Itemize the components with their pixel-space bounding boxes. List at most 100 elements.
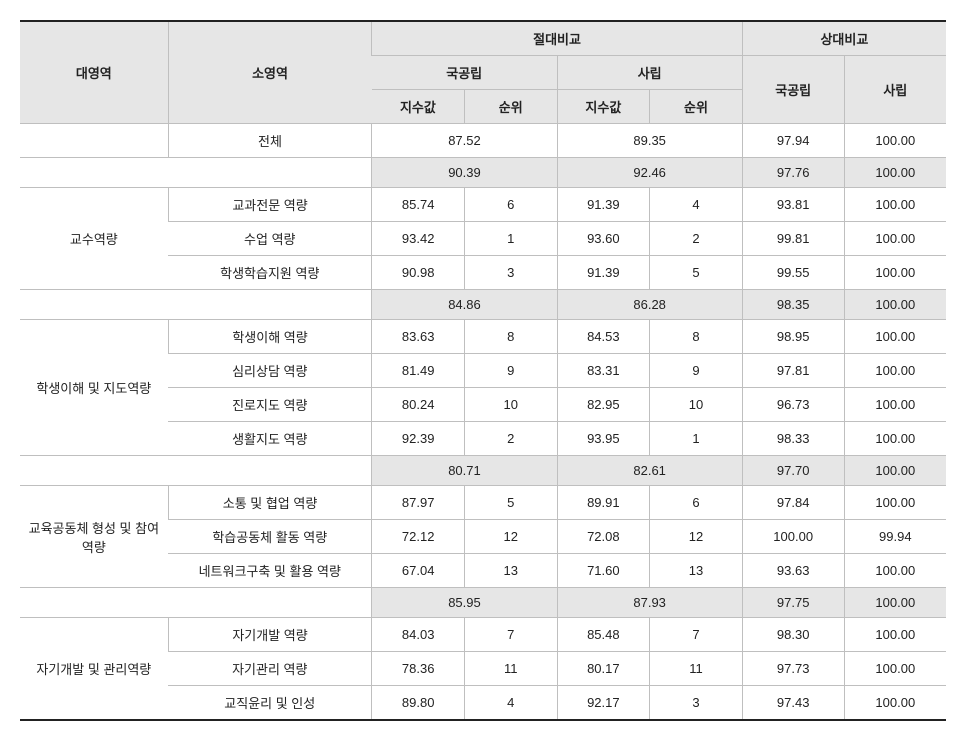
abs-private-index: 84.53 [557, 320, 650, 354]
section-summary-rel-private: 100.00 [844, 588, 946, 618]
rel-private: 99.94 [844, 520, 946, 554]
abs-public-rank: 13 [464, 554, 557, 588]
sub-area-cell: 심리상담 역량 [168, 354, 372, 388]
abs-private-rank: 3 [650, 686, 743, 721]
sub-area-cell: 진로지도 역량 [168, 388, 372, 422]
major-area-cell: 학생이해 및 지도역량 [20, 320, 168, 456]
sub-area-cell: 생활지도 역량 [168, 422, 372, 456]
abs-private-index: 91.39 [557, 256, 650, 290]
abs-private-rank: 6 [650, 486, 743, 520]
abs-private-rank: 7 [650, 618, 743, 652]
abs-private-index: 92.17 [557, 686, 650, 721]
section-summary-abs-public: 85.95 [372, 588, 557, 618]
abs-public-rank: 5 [464, 486, 557, 520]
rel-public: 96.73 [742, 388, 844, 422]
sub-area-cell: 자기관리 역량 [168, 652, 372, 686]
abs-public-rank: 2 [464, 422, 557, 456]
abs-private-index: 71.60 [557, 554, 650, 588]
table-row: 자기개발 및 관리역량자기개발 역량84.03785.48798.30100.0… [20, 618, 946, 652]
abs-private-rank: 12 [650, 520, 743, 554]
section-summary-abs-private: 92.46 [557, 158, 742, 188]
rel-private: 100.00 [844, 320, 946, 354]
abs-public-index: 92.39 [372, 422, 465, 456]
overall-abs-private: 89.35 [557, 124, 742, 158]
section-summary-row: 85.9587.9397.75100.00 [20, 588, 946, 618]
rel-private: 100.00 [844, 222, 946, 256]
abs-private-rank: 9 [650, 354, 743, 388]
header-abs-private-rank: 순위 [650, 90, 743, 124]
section-summary-rel-private: 100.00 [844, 158, 946, 188]
section-summary-abs-private: 87.93 [557, 588, 742, 618]
abs-private-index: 80.17 [557, 652, 650, 686]
overall-label: 전체 [168, 124, 372, 158]
sub-area-cell: 수업 역량 [168, 222, 372, 256]
abs-public-index: 87.97 [372, 486, 465, 520]
rel-private: 100.00 [844, 686, 946, 721]
header-abs-public-index: 지수값 [372, 90, 465, 124]
abs-public-rank: 4 [464, 686, 557, 721]
abs-private-index: 89.91 [557, 486, 650, 520]
abs-public-rank: 8 [464, 320, 557, 354]
header-major-area: 대영역 [20, 21, 168, 124]
rel-private: 100.00 [844, 188, 946, 222]
table-row: 교수역량교과전문 역량85.74691.39493.81100.00 [20, 188, 946, 222]
section-summary-blank [20, 456, 372, 486]
section-summary-blank [20, 588, 372, 618]
abs-public-index: 84.03 [372, 618, 465, 652]
section-summary-row: 84.8686.2898.35100.00 [20, 290, 946, 320]
abs-public-rank: 12 [464, 520, 557, 554]
rel-private: 100.00 [844, 618, 946, 652]
abs-private-rank: 11 [650, 652, 743, 686]
header-absolute: 절대비교 [372, 21, 742, 56]
abs-private-index: 72.08 [557, 520, 650, 554]
major-area-cell: 교육공동체 형성 및 참여역량 [20, 486, 168, 588]
section-summary-rel-private: 100.00 [844, 456, 946, 486]
abs-private-rank: 4 [650, 188, 743, 222]
abs-public-index: 90.98 [372, 256, 465, 290]
section-summary-abs-public: 90.39 [372, 158, 557, 188]
rel-private: 100.00 [844, 256, 946, 290]
abs-public-rank: 11 [464, 652, 557, 686]
sub-area-cell: 네트워크구축 및 활용 역량 [168, 554, 372, 588]
header-abs-private: 사립 [557, 56, 742, 90]
abs-public-index: 83.63 [372, 320, 465, 354]
rel-public: 97.84 [742, 486, 844, 520]
rel-public: 99.55 [742, 256, 844, 290]
overall-rel-private: 100.00 [844, 124, 946, 158]
section-summary-rel-public: 98.35 [742, 290, 844, 320]
header-abs-public-rank: 순위 [464, 90, 557, 124]
abs-public-index: 72.12 [372, 520, 465, 554]
abs-private-rank: 5 [650, 256, 743, 290]
abs-public-rank: 3 [464, 256, 557, 290]
abs-public-rank: 7 [464, 618, 557, 652]
sub-area-cell: 교과전문 역량 [168, 188, 372, 222]
rel-private: 100.00 [844, 554, 946, 588]
section-summary-abs-public: 84.86 [372, 290, 557, 320]
header-abs-public: 국공립 [372, 56, 557, 90]
abs-private-index: 83.31 [557, 354, 650, 388]
abs-private-index: 85.48 [557, 618, 650, 652]
overall-abs-public: 87.52 [372, 124, 557, 158]
rel-public: 93.81 [742, 188, 844, 222]
section-summary-row: 80.7182.6197.70100.00 [20, 456, 946, 486]
sub-area-cell: 교직윤리 및 인성 [168, 686, 372, 721]
section-summary-row: 90.3992.4697.76100.00 [20, 158, 946, 188]
rel-public: 97.43 [742, 686, 844, 721]
rel-public: 97.81 [742, 354, 844, 388]
abs-private-index: 93.95 [557, 422, 650, 456]
header-rel-private: 사립 [844, 56, 946, 124]
rel-public: 93.63 [742, 554, 844, 588]
sub-area-cell: 학생이해 역량 [168, 320, 372, 354]
section-summary-abs-public: 80.71 [372, 456, 557, 486]
table-row: 학생이해 및 지도역량학생이해 역량83.63884.53898.95100.0… [20, 320, 946, 354]
abs-public-index: 93.42 [372, 222, 465, 256]
abs-public-index: 80.24 [372, 388, 465, 422]
abs-private-rank: 13 [650, 554, 743, 588]
abs-public-index: 67.04 [372, 554, 465, 588]
abs-public-rank: 1 [464, 222, 557, 256]
abs-private-index: 91.39 [557, 188, 650, 222]
abs-private-index: 93.60 [557, 222, 650, 256]
section-summary-blank [20, 290, 372, 320]
rel-public: 99.81 [742, 222, 844, 256]
overall-rel-public: 97.94 [742, 124, 844, 158]
